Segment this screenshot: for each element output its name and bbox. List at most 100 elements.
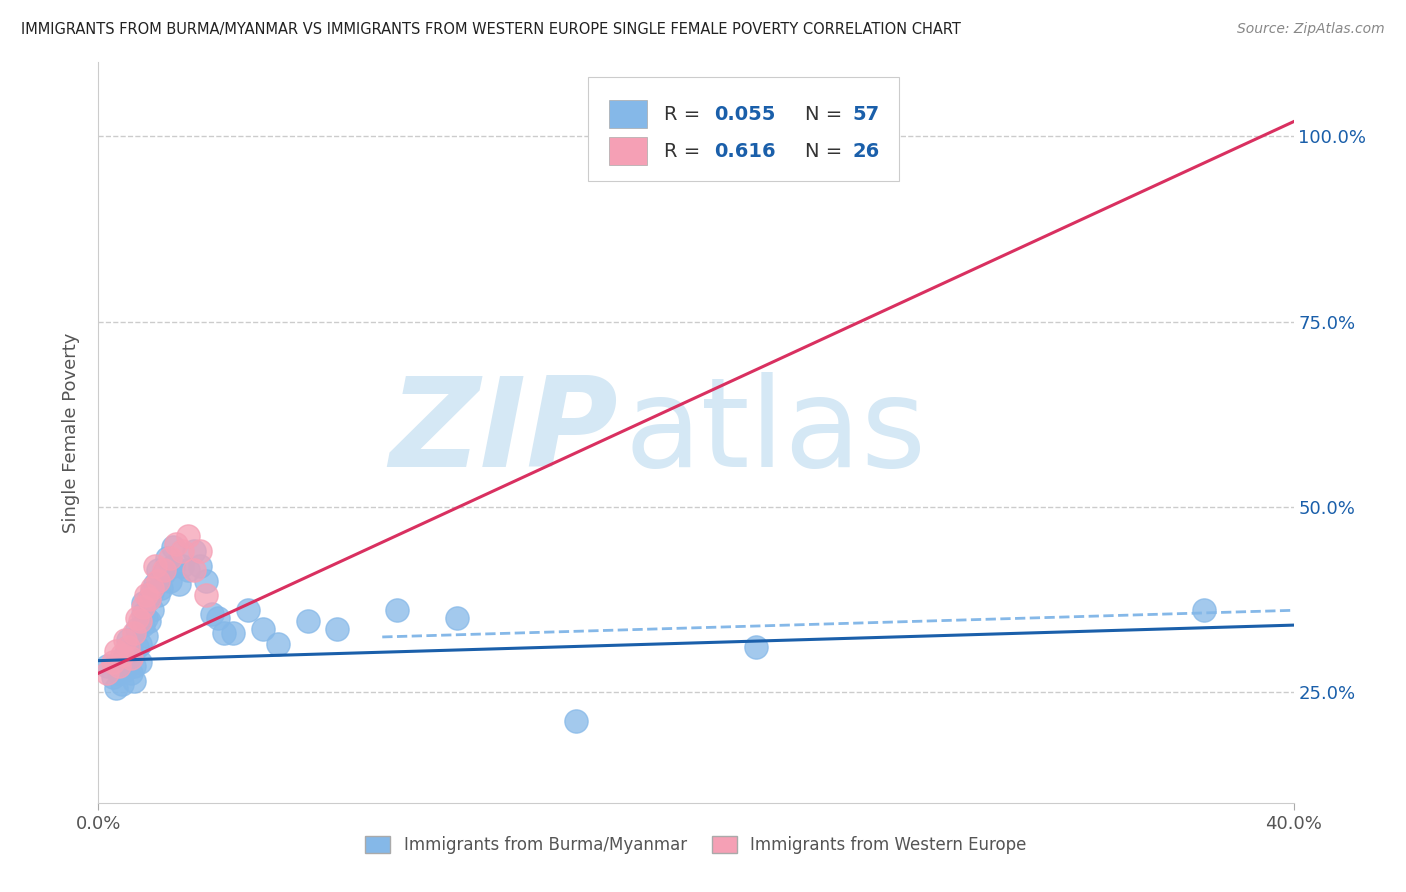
Point bbox=[195, 574, 218, 588]
Point bbox=[162, 558, 184, 573]
Point bbox=[108, 666, 131, 681]
Point bbox=[267, 637, 290, 651]
Text: ZIP: ZIP bbox=[389, 372, 619, 493]
Point bbox=[124, 625, 146, 640]
Point bbox=[132, 599, 155, 614]
Point bbox=[117, 640, 139, 655]
Legend: Immigrants from Burma/Myanmar, Immigrants from Western Europe: Immigrants from Burma/Myanmar, Immigrant… bbox=[359, 830, 1033, 861]
Point bbox=[188, 544, 211, 558]
Bar bbox=[609, 100, 647, 128]
Point bbox=[326, 622, 349, 636]
Point bbox=[96, 658, 118, 673]
Point bbox=[124, 673, 146, 688]
Point bbox=[141, 581, 163, 595]
Point bbox=[129, 637, 152, 651]
Point bbox=[114, 663, 136, 677]
Point bbox=[150, 581, 173, 595]
Text: 0.616: 0.616 bbox=[714, 142, 776, 161]
Point bbox=[132, 596, 155, 610]
Point bbox=[105, 644, 128, 658]
Text: 26: 26 bbox=[852, 142, 880, 161]
Text: 0.055: 0.055 bbox=[714, 104, 775, 124]
Point bbox=[114, 632, 136, 647]
Point bbox=[96, 666, 118, 681]
Point bbox=[565, 714, 588, 729]
Point bbox=[201, 607, 224, 621]
Point bbox=[138, 615, 160, 629]
Point bbox=[132, 618, 155, 632]
Point bbox=[141, 603, 163, 617]
Point bbox=[132, 607, 155, 621]
Text: N =: N = bbox=[804, 104, 848, 124]
Text: atlas: atlas bbox=[624, 372, 927, 493]
Point bbox=[165, 536, 187, 550]
Point bbox=[745, 640, 768, 655]
Point bbox=[135, 611, 157, 625]
Text: 57: 57 bbox=[852, 104, 880, 124]
Point bbox=[212, 625, 235, 640]
Point bbox=[114, 648, 136, 662]
Point bbox=[108, 658, 131, 673]
Point bbox=[143, 558, 166, 573]
Point bbox=[172, 558, 194, 573]
Point bbox=[135, 589, 157, 603]
Point bbox=[148, 574, 170, 588]
Point bbox=[141, 584, 163, 599]
Point bbox=[138, 592, 160, 607]
FancyBboxPatch shape bbox=[589, 78, 900, 181]
Point bbox=[111, 655, 134, 669]
Point bbox=[183, 563, 205, 577]
Point bbox=[159, 551, 181, 566]
Point bbox=[120, 651, 142, 665]
Point bbox=[117, 640, 139, 655]
Text: IMMIGRANTS FROM BURMA/MYANMAR VS IMMIGRANTS FROM WESTERN EUROPE SINGLE FEMALE PO: IMMIGRANTS FROM BURMA/MYANMAR VS IMMIGRA… bbox=[21, 22, 960, 37]
Point bbox=[446, 611, 468, 625]
Point bbox=[148, 563, 170, 577]
Point bbox=[1192, 603, 1215, 617]
Point bbox=[129, 615, 152, 629]
Point bbox=[177, 529, 200, 543]
Point bbox=[252, 622, 274, 636]
Point bbox=[103, 670, 125, 684]
Point bbox=[138, 592, 160, 607]
Point bbox=[595, 129, 617, 144]
Point bbox=[135, 629, 157, 643]
Text: N =: N = bbox=[804, 142, 848, 161]
Text: R =: R = bbox=[664, 142, 706, 161]
Point bbox=[172, 544, 194, 558]
Y-axis label: Single Female Poverty: Single Female Poverty bbox=[62, 333, 80, 533]
Point bbox=[124, 658, 146, 673]
Point bbox=[188, 558, 211, 573]
Point bbox=[177, 563, 200, 577]
Point bbox=[120, 666, 142, 681]
Point bbox=[143, 577, 166, 591]
Point bbox=[156, 551, 179, 566]
Point bbox=[153, 566, 176, 581]
Point bbox=[111, 677, 134, 691]
Point bbox=[385, 603, 409, 617]
Point bbox=[129, 655, 152, 669]
Point bbox=[162, 541, 184, 555]
Point bbox=[148, 589, 170, 603]
Point bbox=[117, 632, 139, 647]
Point bbox=[153, 563, 176, 577]
Point bbox=[103, 655, 125, 669]
Point bbox=[127, 640, 149, 655]
Point bbox=[195, 589, 218, 603]
Text: Source: ZipAtlas.com: Source: ZipAtlas.com bbox=[1237, 22, 1385, 37]
Point bbox=[111, 648, 134, 662]
Point bbox=[183, 544, 205, 558]
Point bbox=[297, 615, 319, 629]
Point bbox=[105, 681, 128, 695]
Point bbox=[159, 574, 181, 588]
Point bbox=[167, 577, 190, 591]
Point bbox=[222, 625, 245, 640]
Point bbox=[207, 611, 229, 625]
Point bbox=[127, 622, 149, 636]
Text: R =: R = bbox=[664, 104, 706, 124]
Point bbox=[236, 603, 259, 617]
Point bbox=[120, 644, 142, 658]
Point bbox=[117, 651, 139, 665]
Point bbox=[127, 611, 149, 625]
Bar bbox=[609, 137, 647, 165]
